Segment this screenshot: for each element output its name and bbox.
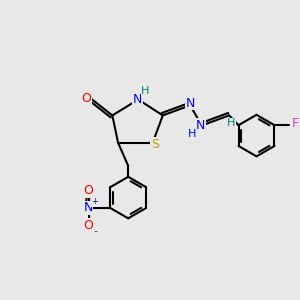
Text: H: H — [141, 86, 150, 96]
Text: -: - — [93, 226, 97, 236]
Text: H: H — [188, 129, 196, 139]
Text: S: S — [151, 138, 159, 151]
Text: F: F — [292, 117, 299, 130]
Text: O: O — [83, 184, 93, 197]
Text: H: H — [227, 118, 236, 128]
Text: N: N — [133, 93, 142, 106]
Text: N: N — [196, 119, 205, 132]
Text: O: O — [83, 219, 93, 232]
Text: O: O — [81, 92, 91, 105]
Text: +: + — [92, 197, 98, 206]
Text: N: N — [185, 97, 195, 110]
Text: N: N — [83, 202, 93, 214]
